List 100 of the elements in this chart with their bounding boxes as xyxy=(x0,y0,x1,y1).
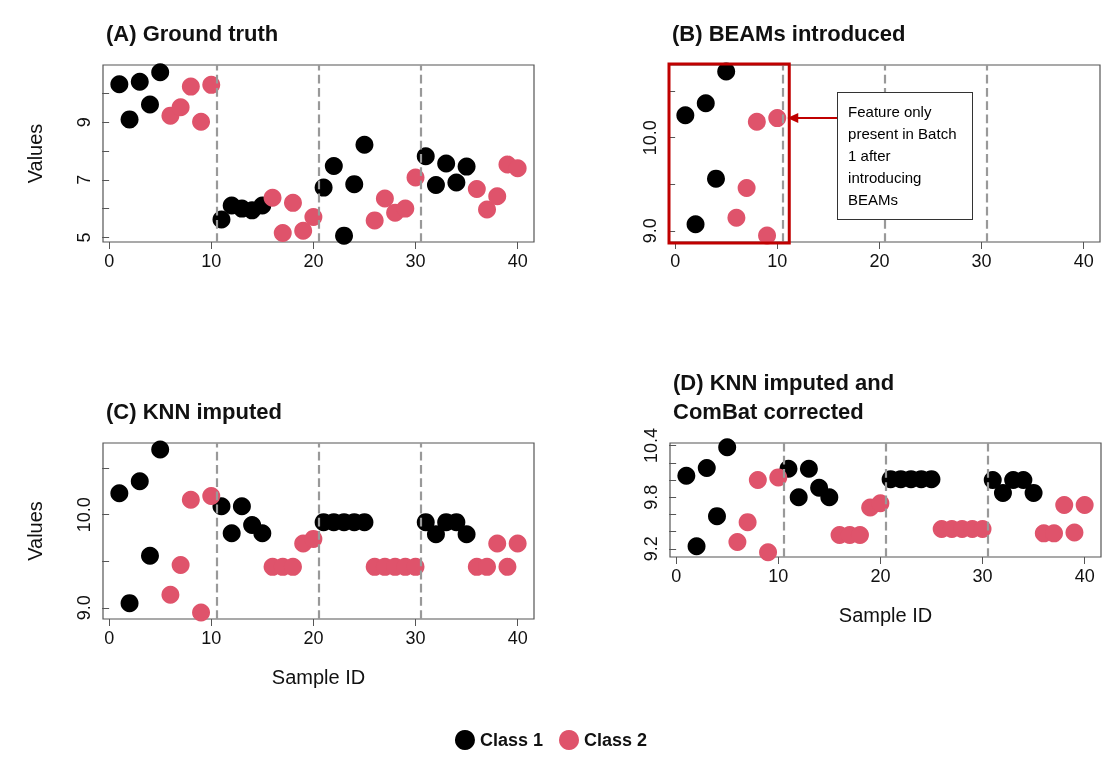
x-tick-label: 40 xyxy=(1073,251,1094,271)
legend-label: Class 1 xyxy=(479,730,543,750)
y-tick-label: 9 xyxy=(74,117,94,128)
point xyxy=(498,557,517,576)
point xyxy=(120,594,139,613)
x-tick-label: 0 xyxy=(670,251,681,271)
point xyxy=(758,226,777,245)
point xyxy=(426,525,445,544)
point xyxy=(202,487,221,506)
x-tick-label: 10 xyxy=(768,566,789,586)
point xyxy=(737,178,756,197)
point xyxy=(192,112,211,131)
point xyxy=(1055,495,1074,514)
y-tick-label: 5 xyxy=(74,232,94,243)
point xyxy=(508,159,527,178)
point xyxy=(151,440,170,459)
y-tick-label: 9.2 xyxy=(641,536,661,562)
point xyxy=(416,147,435,166)
point xyxy=(467,180,486,199)
point xyxy=(202,75,221,94)
point xyxy=(161,585,180,604)
point xyxy=(406,168,425,187)
x-tick-label: 30 xyxy=(971,251,992,271)
x-tick-label: 20 xyxy=(870,566,891,586)
point xyxy=(130,472,149,491)
point xyxy=(437,154,456,173)
point xyxy=(1075,495,1094,514)
point xyxy=(345,175,364,194)
point xyxy=(993,483,1012,502)
x-tick-label: 40 xyxy=(1074,566,1095,586)
point xyxy=(120,110,139,129)
y-tick-label: 9.0 xyxy=(74,595,94,621)
x-tick-label: 0 xyxy=(104,628,115,648)
point xyxy=(335,226,354,245)
point xyxy=(304,529,323,548)
point xyxy=(365,211,384,230)
point xyxy=(1024,483,1043,502)
point xyxy=(447,173,466,192)
x-tick-label: 20 xyxy=(869,251,890,271)
y-tick-label: 7 xyxy=(74,174,94,185)
point xyxy=(294,221,313,240)
point xyxy=(738,513,757,532)
point xyxy=(222,524,241,543)
point xyxy=(130,72,149,91)
point xyxy=(171,98,190,117)
point xyxy=(192,603,211,622)
point xyxy=(718,438,737,457)
x-tick-label: 20 xyxy=(303,251,324,271)
point xyxy=(355,135,374,154)
x-tick-label: 0 xyxy=(671,566,682,586)
point xyxy=(141,95,159,114)
x-tick-label: 10 xyxy=(201,628,222,648)
point xyxy=(769,468,788,487)
point xyxy=(457,525,476,544)
y-tick-label: 10.4 xyxy=(641,428,661,464)
point xyxy=(686,215,705,234)
point xyxy=(181,490,200,509)
point xyxy=(304,207,323,226)
point xyxy=(676,106,695,125)
point xyxy=(488,534,507,553)
point xyxy=(1065,523,1084,542)
point xyxy=(110,75,129,94)
point xyxy=(759,543,778,562)
chart-title: (D) KNN imputed and ComBat corrected xyxy=(673,370,901,424)
x-tick-label: 30 xyxy=(405,251,426,271)
x-tick-label: 20 xyxy=(303,628,324,648)
point xyxy=(478,200,497,219)
point xyxy=(696,94,715,113)
point xyxy=(687,537,706,556)
point xyxy=(707,169,725,188)
point xyxy=(747,112,766,131)
x-tick-label: 10 xyxy=(201,251,222,271)
x-tick-label: 30 xyxy=(405,628,426,648)
point xyxy=(110,484,129,503)
annotation: Feature only present in Batch 1 after introducing BEAMs xyxy=(837,92,974,220)
x-tick-label: 40 xyxy=(507,628,528,648)
point xyxy=(727,208,746,227)
point xyxy=(426,176,445,195)
point xyxy=(508,534,527,553)
point xyxy=(871,494,890,513)
y-axis-title: Values xyxy=(24,123,46,184)
point xyxy=(171,555,190,574)
point xyxy=(457,157,476,176)
x-tick-label: 30 xyxy=(972,566,993,586)
point xyxy=(181,77,200,96)
point xyxy=(789,488,808,507)
point xyxy=(141,546,159,565)
point xyxy=(488,187,507,206)
y-tick-label: 10.0 xyxy=(74,497,94,533)
point xyxy=(273,224,292,243)
y-tick-label: 9.8 xyxy=(641,484,661,510)
point xyxy=(677,466,696,485)
point xyxy=(799,459,818,478)
y-tick-label: 9.0 xyxy=(640,218,660,244)
point xyxy=(232,497,251,516)
point xyxy=(396,199,415,218)
point xyxy=(697,458,716,477)
x-tick-label: 10 xyxy=(767,251,788,271)
x-tick-label: 0 xyxy=(104,251,115,271)
y-tick-label: 10.0 xyxy=(640,120,660,156)
